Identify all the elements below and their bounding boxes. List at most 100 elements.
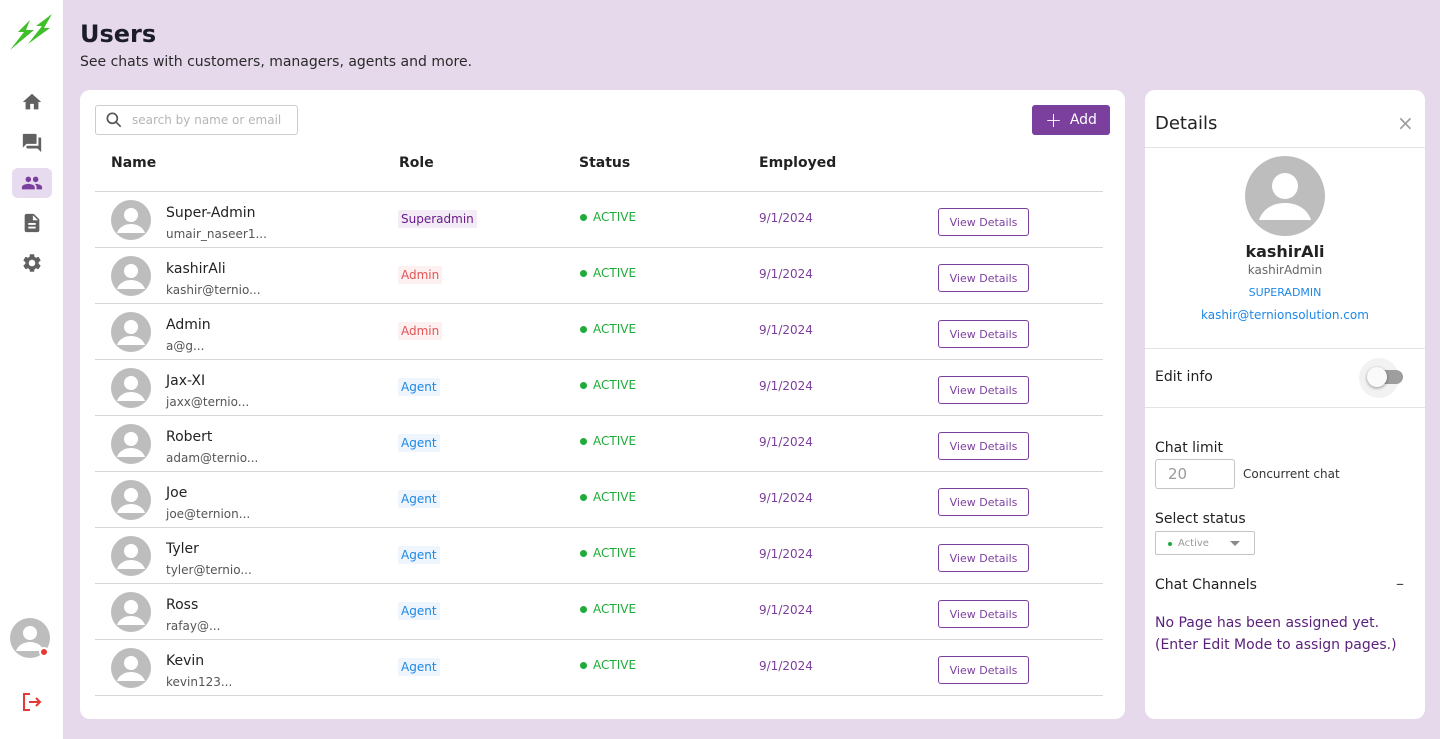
view-details-button[interactable]: View Details [938, 544, 1029, 572]
nav-home[interactable] [12, 87, 52, 117]
divider [1145, 407, 1425, 408]
status-dot [580, 605, 587, 613]
person-icon [117, 544, 145, 569]
person-icon [117, 376, 145, 401]
view-details-button[interactable]: View Details [938, 488, 1029, 516]
status-dot [580, 213, 587, 221]
table-row: Robert adam@ternio... Agent ACTIVE 9/1/2024 V… [95, 416, 1103, 472]
add-user-button[interactable]: + Add [1032, 105, 1110, 135]
role-badge: Agent [398, 490, 440, 508]
status-select[interactable]: Active [1155, 531, 1255, 555]
status-text: ACTIVE [593, 602, 637, 616]
details-title: Details [1155, 113, 1218, 134]
users-icon [21, 176, 43, 190]
user-email: a@g... [166, 339, 205, 353]
table-row: Kevin kevin123... Agent ACTIVE 9/1/2024 View … [95, 640, 1103, 696]
table-row: Jax-XI jaxx@ternio... Agent ACTIVE 9/1/2024 V… [95, 360, 1103, 416]
person-icon [117, 208, 145, 233]
search-input[interactable] [132, 113, 292, 127]
person-icon [117, 264, 145, 289]
user-email: kevin123... [166, 675, 233, 689]
status-dot [580, 549, 587, 557]
view-details-button[interactable]: View Details [938, 656, 1029, 684]
table-row: Ross rafay@... Agent ACTIVE 9/1/2024 View Det… [95, 584, 1103, 640]
status-badge: ACTIVE [580, 322, 636, 336]
edit-info-label: Edit info [1155, 369, 1213, 385]
person-icon [117, 320, 145, 345]
logout-icon[interactable] [20, 690, 44, 714]
view-details-button[interactable]: View Details [938, 320, 1029, 348]
user-name: kashirAli [166, 261, 226, 277]
employed-date: 9/1/2024 [759, 267, 813, 281]
nav-users[interactable] [12, 168, 52, 198]
user-name: Robert [166, 429, 213, 445]
status-badge: ACTIVE [580, 434, 636, 448]
table-row: Joe joe@ternion... Agent ACTIVE 9/1/2024 View… [95, 472, 1103, 528]
chat-icon [22, 133, 42, 153]
status-badge: ACTIVE [580, 490, 636, 504]
user-email: adam@ternio... [166, 451, 259, 465]
role-badge: Agent [398, 546, 440, 564]
view-details-button[interactable]: View Details [938, 376, 1029, 404]
notification-dot [39, 647, 49, 657]
column-header-status: Status [579, 155, 631, 171]
role-badge: Agent [398, 378, 440, 396]
gear-icon [23, 254, 41, 272]
view-details-button[interactable]: View Details [938, 208, 1029, 236]
page-subtitle: See chats with customers, managers, agen… [80, 54, 473, 70]
user-avatar [111, 480, 151, 520]
chat-limit-label: Chat limit [1155, 440, 1223, 456]
nav-settings[interactable] [12, 248, 52, 278]
status-text: ACTIVE [593, 546, 637, 560]
status-dot [1168, 542, 1172, 546]
view-details-button[interactable]: View Details [938, 264, 1029, 292]
divider [1145, 348, 1425, 349]
current-user-avatar[interactable] [10, 618, 50, 658]
view-details-button[interactable]: View Details [938, 600, 1029, 628]
user-name: Kevin [166, 653, 205, 669]
status-text: ACTIVE [593, 658, 637, 672]
details-panel: Details × kashirAli kashirAdmin SUPERADM… [1145, 90, 1425, 719]
table-row: Admin a@g... Admin ACTIVE 9/1/2024 View Detai… [95, 304, 1103, 360]
user-email: umair_naseer1... [166, 227, 267, 241]
users-table-card: + Add Name Role Status Employed Super-Ad… [80, 90, 1125, 719]
concurrent-chat-label: Concurrent chat [1243, 467, 1340, 481]
nav-documents[interactable] [12, 208, 52, 238]
status-text: ACTIVE [593, 322, 637, 336]
user-name: Super-Admin [166, 205, 256, 221]
status-text: ACTIVE [593, 266, 637, 280]
close-icon[interactable]: × [1397, 111, 1414, 135]
divider [1145, 147, 1425, 148]
home-icon [22, 93, 42, 110]
role-badge: Agent [398, 602, 440, 620]
role-badge: Admin [398, 266, 443, 284]
user-email: tyler@ternio... [166, 563, 252, 577]
user-email: kashir@ternio... [166, 283, 261, 297]
details-email[interactable]: kashir@ternionsolution.com [1201, 308, 1369, 322]
employed-date: 9/1/2024 [759, 603, 813, 617]
toggle-knob[interactable] [1367, 367, 1387, 387]
search-box[interactable] [95, 105, 298, 135]
person-icon [117, 656, 145, 681]
page-title: Users [80, 20, 157, 48]
chat-limit-input[interactable] [1155, 459, 1235, 489]
user-avatar [111, 592, 151, 632]
employed-date: 9/1/2024 [759, 435, 813, 449]
view-details-button[interactable]: View Details [938, 432, 1029, 460]
caret-down-icon [1230, 541, 1240, 546]
details-avatar [1245, 156, 1325, 236]
nav-chats[interactable] [12, 128, 52, 158]
collapse-icon[interactable]: – [1396, 574, 1404, 593]
select-status-label: Select status [1155, 511, 1246, 527]
status-badge: ACTIVE [580, 210, 636, 224]
person-icon [1259, 173, 1311, 220]
column-header-employed: Employed [759, 155, 837, 171]
employed-date: 9/1/2024 [759, 491, 813, 505]
employed-date: 9/1/2024 [759, 211, 813, 225]
status-select-value: Active [1178, 537, 1209, 549]
status-badge: ACTIVE [580, 658, 636, 672]
user-avatar [111, 256, 151, 296]
status-dot [580, 381, 587, 389]
status-dot [580, 661, 587, 669]
employed-date: 9/1/2024 [759, 547, 813, 561]
